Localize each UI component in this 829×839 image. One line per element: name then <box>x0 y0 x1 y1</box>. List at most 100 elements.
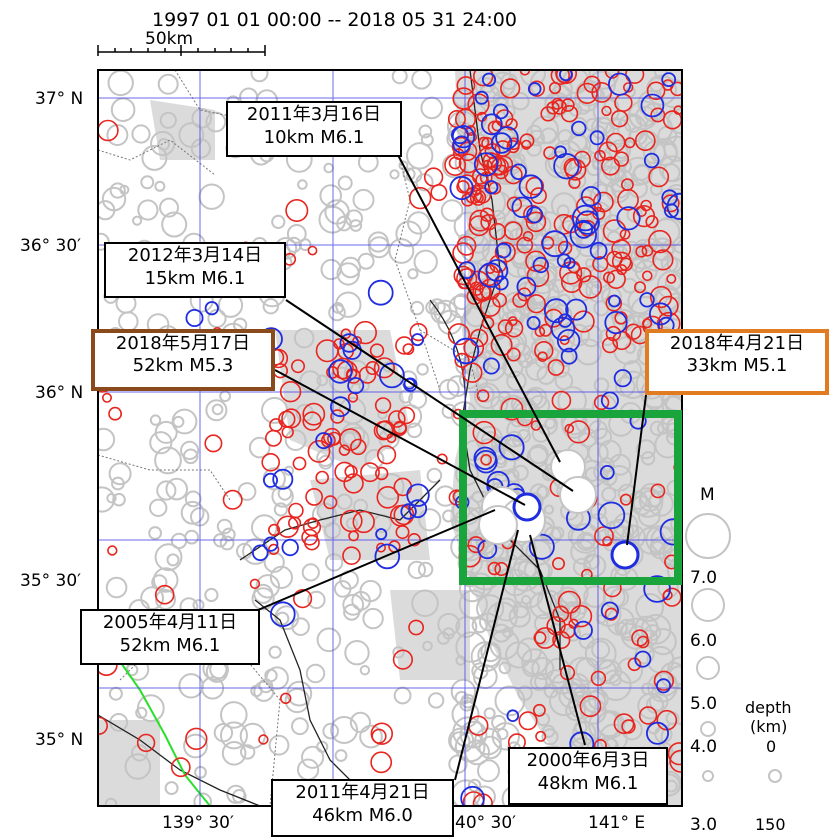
event-marker <box>159 197 179 218</box>
event-marker <box>341 431 357 447</box>
event-marker <box>141 144 168 171</box>
leader-lines <box>257 154 647 781</box>
event-marker <box>164 781 179 796</box>
event-marker <box>599 464 615 480</box>
event-marker <box>408 619 424 636</box>
event-marker <box>338 428 362 451</box>
event-marker <box>532 256 550 274</box>
event-marker <box>204 434 223 453</box>
event-marker <box>323 495 338 510</box>
event-marker <box>490 333 513 356</box>
event-marker <box>106 124 129 146</box>
event-marker <box>374 397 392 414</box>
event-marker <box>397 406 416 425</box>
event-marker <box>613 369 632 388</box>
event-marker <box>600 156 620 176</box>
event-marker <box>377 473 405 501</box>
event-marker <box>640 614 672 645</box>
event-marker <box>369 343 385 358</box>
event-marker <box>150 130 176 157</box>
event-marker <box>645 215 659 229</box>
callout-detail: 33km M5.1 <box>686 355 788 376</box>
event-marker <box>418 124 433 139</box>
event-marker <box>489 71 516 98</box>
event-marker <box>489 629 520 660</box>
event-marker <box>572 685 592 704</box>
event-marker <box>248 436 271 459</box>
event-marker <box>467 778 482 793</box>
event-marker <box>485 259 509 282</box>
event-marker <box>154 584 175 605</box>
event-marker <box>284 687 310 714</box>
event-marker <box>648 229 672 254</box>
event-marker <box>450 126 469 145</box>
event-marker <box>336 262 360 286</box>
event-marker <box>512 601 530 619</box>
event-marker <box>338 444 351 456</box>
event-marker <box>568 103 583 117</box>
event-marker <box>597 501 626 530</box>
event-marker <box>480 453 492 466</box>
event-marker <box>387 410 406 428</box>
event-marker <box>330 716 359 744</box>
event-marker <box>543 298 569 324</box>
event-marker <box>350 438 367 456</box>
event-marker <box>522 231 534 242</box>
event-marker <box>124 753 152 780</box>
event-marker <box>512 464 529 481</box>
event-marker <box>584 466 601 482</box>
event-marker <box>157 73 179 95</box>
event-marker <box>472 420 496 445</box>
event-marker <box>548 81 562 95</box>
event-marker <box>633 163 651 181</box>
fault-line <box>111 649 211 806</box>
event-marker <box>411 589 439 618</box>
event-marker <box>656 678 672 694</box>
event-marker <box>576 196 596 216</box>
event-marker <box>534 326 546 338</box>
callout-2011-04-21: 2011年4月21日 46km M6.0 <box>271 779 454 837</box>
event-marker <box>474 90 489 105</box>
event-marker <box>506 370 527 392</box>
event-marker <box>297 179 308 190</box>
callout-date: 2011年3月16日 <box>246 104 382 125</box>
event-marker <box>600 391 619 410</box>
event-marker <box>552 605 570 623</box>
event-marker <box>480 641 502 663</box>
event-marker <box>646 721 670 745</box>
event-marker <box>604 70 620 79</box>
event-marker <box>560 271 583 293</box>
event-marker <box>565 700 586 722</box>
event-marker <box>136 694 165 723</box>
event-marker <box>423 167 444 187</box>
event-marker <box>232 789 247 804</box>
event-marker <box>494 597 519 622</box>
event-marker <box>237 482 257 501</box>
event-marker <box>402 167 416 181</box>
event-marker <box>478 262 504 288</box>
event-marker <box>551 390 572 411</box>
event-marker <box>631 629 649 647</box>
event-marker <box>198 183 225 210</box>
event-marker <box>428 298 446 316</box>
event-marker <box>486 155 507 176</box>
event-marker <box>407 211 431 235</box>
event-marker <box>667 108 682 134</box>
callout-2011-03-16: 2011年3月16日 10km M6.1 <box>226 101 402 157</box>
event-marker <box>249 578 261 589</box>
major-event-2000-06-03 <box>478 505 518 545</box>
event-marker <box>118 311 139 332</box>
event-marker <box>480 113 503 136</box>
event-marker <box>639 292 655 308</box>
event-marker <box>534 672 552 691</box>
event-marker <box>359 579 382 603</box>
event-marker <box>607 72 632 96</box>
event-marker <box>98 486 115 513</box>
event-marker <box>506 347 521 362</box>
event-marker <box>373 420 394 441</box>
event-marker <box>494 685 526 717</box>
event-marker <box>547 150 572 175</box>
event-marker <box>258 734 269 745</box>
event-marker <box>373 357 396 379</box>
event-marker <box>601 486 617 503</box>
